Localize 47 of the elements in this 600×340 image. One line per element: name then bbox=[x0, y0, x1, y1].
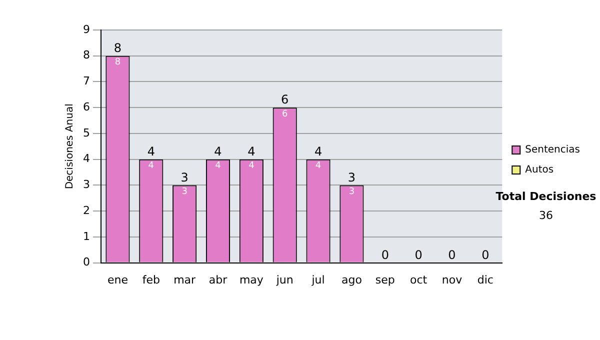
legend-label: Autos bbox=[525, 164, 554, 176]
total-label: 6 bbox=[281, 92, 289, 107]
x-tick-label: mar bbox=[174, 273, 196, 286]
total-label: 0 bbox=[482, 248, 490, 262]
x-tick-label: may bbox=[239, 273, 264, 286]
x-tick-label: nov bbox=[442, 273, 463, 286]
x-tick-label: abr bbox=[208, 273, 228, 286]
y-axis-title: Decisiones Anual bbox=[64, 104, 76, 190]
x-tick-label: ene bbox=[107, 273, 128, 286]
data-label: 3 bbox=[348, 187, 355, 198]
y-tick-label: 3 bbox=[83, 178, 90, 192]
x-tick-label: jun bbox=[275, 273, 294, 286]
total-label: 8 bbox=[114, 40, 122, 55]
y-tick-label: 4 bbox=[83, 152, 90, 166]
legend-label: Sentencias bbox=[525, 144, 580, 156]
x-tick-label: oct bbox=[410, 273, 428, 286]
y-tick-label: 6 bbox=[83, 100, 90, 114]
x-tick-label: feb bbox=[142, 273, 160, 286]
total-label: 3 bbox=[348, 170, 356, 184]
total-label: 0 bbox=[381, 248, 389, 262]
total-label: 0 bbox=[414, 248, 422, 262]
total-label: 4 bbox=[147, 144, 155, 158]
x-tick-label: jul bbox=[310, 273, 325, 286]
total-label: 4 bbox=[314, 144, 322, 158]
data-label: 6 bbox=[282, 109, 288, 120]
data-label: 4 bbox=[248, 161, 255, 172]
data-label: 4 bbox=[215, 161, 222, 172]
x-tick-label: ago bbox=[341, 273, 362, 286]
y-tick-label: 5 bbox=[83, 126, 90, 140]
y-tick-label: 0 bbox=[83, 256, 90, 269]
annotation: Total Decisiones bbox=[494, 190, 598, 203]
data-label: 4 bbox=[315, 161, 322, 172]
y-tick-label: 7 bbox=[83, 74, 90, 88]
total-label: 0 bbox=[448, 248, 456, 262]
total-label: 4 bbox=[248, 144, 256, 158]
text: 36 bbox=[538, 209, 554, 222]
total-label: 4 bbox=[214, 144, 222, 158]
data-label: 8 bbox=[114, 58, 121, 68]
x-tick-label: dic bbox=[477, 273, 494, 286]
y-tick-label: 9 bbox=[83, 22, 90, 36]
y-tick-label: 2 bbox=[83, 204, 90, 217]
x-tick-label: sep bbox=[375, 273, 395, 286]
data-label: 3 bbox=[182, 187, 188, 198]
y-tick-label: 8 bbox=[83, 48, 90, 62]
total-label: 3 bbox=[180, 170, 188, 184]
data-label: 4 bbox=[148, 161, 154, 172]
y-tick-label: 1 bbox=[83, 230, 90, 243]
